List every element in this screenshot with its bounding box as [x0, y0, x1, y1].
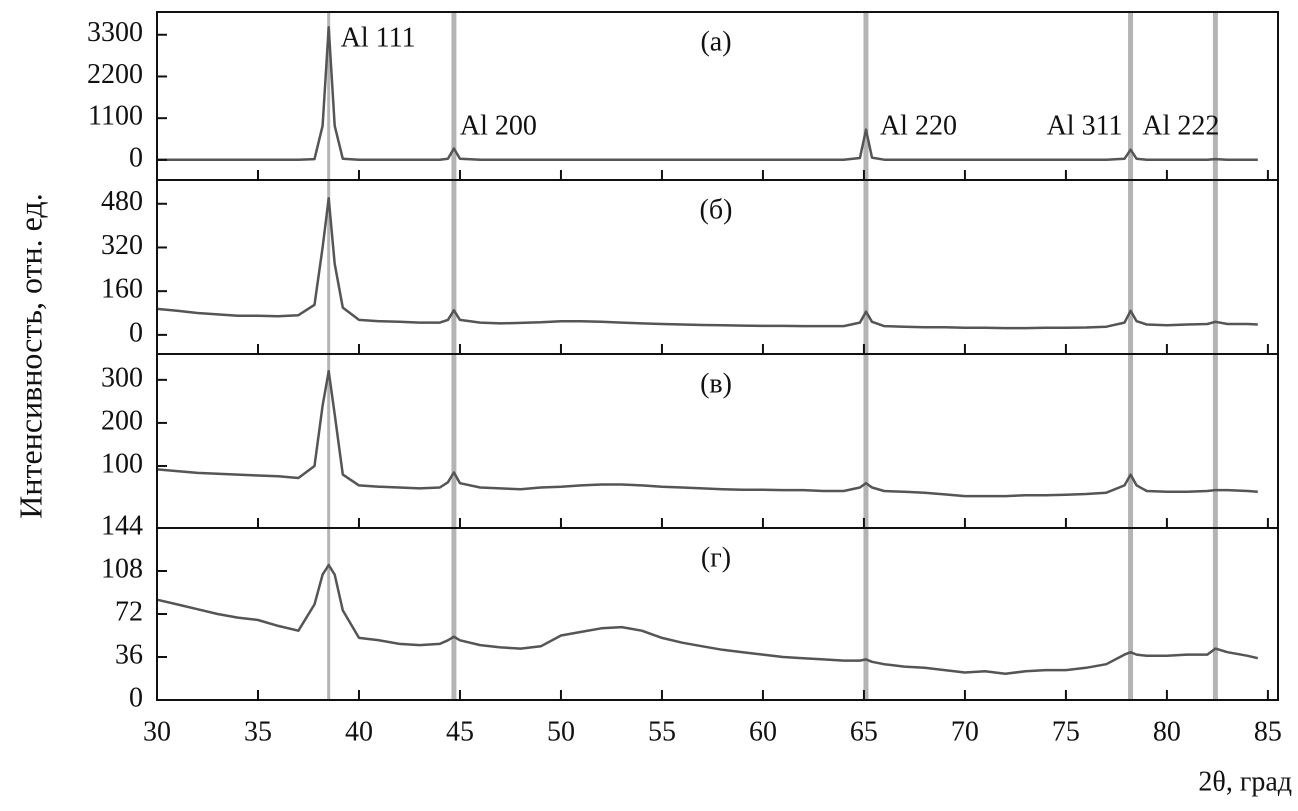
data-line — [157, 25, 1258, 161]
panel-label: (б) — [700, 194, 733, 225]
x-tick-label: 80 — [1153, 716, 1181, 747]
x-tick-label: 35 — [244, 716, 272, 747]
x-tick-label: 45 — [446, 716, 474, 747]
peak-annotation: Al 220 — [880, 110, 957, 141]
x-tick-label: 65 — [850, 716, 878, 747]
x-tick-label: 60 — [749, 716, 777, 747]
peak-annotation: Al 222 — [1142, 110, 1219, 141]
y-tick-label: 3300 — [87, 17, 143, 48]
y-axis-label: Интенсивность, отн. ед. — [12, 193, 48, 518]
y-tick-label: 1100 — [88, 101, 143, 132]
y-tick-label: 108 — [101, 553, 143, 584]
y-tick-label: 72 — [115, 596, 143, 627]
x-tick-label: 55 — [648, 716, 676, 747]
y-tick-label: 480 — [101, 186, 143, 217]
panel-frame — [156, 527, 1279, 701]
panel-label: (а) — [700, 26, 731, 57]
y-tick-label: 160 — [101, 274, 143, 305]
y-tick-label: 144 — [101, 510, 143, 541]
peak-annotation: Al 200 — [460, 110, 537, 141]
data-line — [156, 563, 1259, 675]
peak-annotation: Al 111 — [341, 22, 416, 53]
y-tick-label: 2200 — [87, 59, 143, 90]
x-tick-label: 30 — [143, 716, 171, 747]
panel-label: (г) — [701, 542, 731, 573]
y-tick-label: 0 — [129, 682, 143, 713]
y-tick-label: 300 — [101, 362, 143, 393]
y-tick-label: 0 — [129, 317, 143, 348]
x-tick-label: 50 — [547, 716, 575, 747]
x-axis-label: 2θ, град — [1198, 766, 1292, 797]
x-tick-label: 40 — [345, 716, 373, 747]
y-tick-label: 36 — [115, 639, 143, 670]
x-tick-label: 85 — [1254, 716, 1282, 747]
x-tick-label: 75 — [1052, 716, 1080, 747]
y-tick-label: 100 — [101, 448, 143, 479]
panel-label: (в) — [700, 368, 732, 399]
y-tick-label: 0 — [129, 142, 143, 173]
data-line — [156, 369, 1258, 498]
peak-annotation: Al 311 — [1047, 110, 1123, 141]
y-tick-label: 320 — [101, 230, 143, 261]
x-tick-label: 70 — [951, 716, 979, 747]
y-tick-label: 200 — [101, 405, 143, 436]
data-line — [156, 197, 1258, 330]
